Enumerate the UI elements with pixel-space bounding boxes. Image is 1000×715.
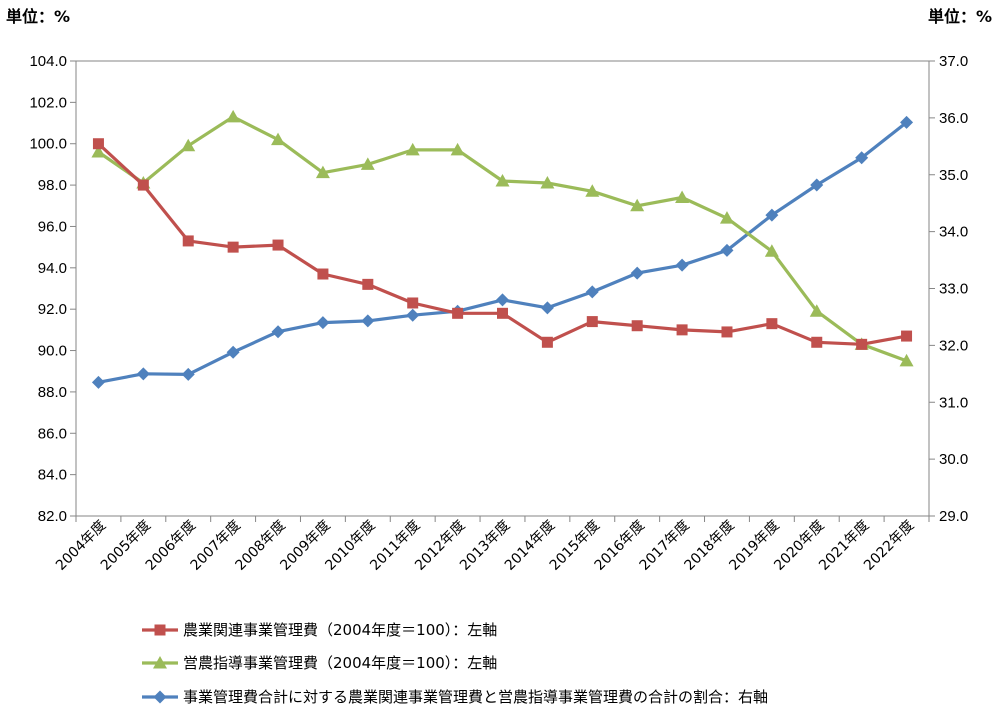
left-tick-label: 84.0 [38, 467, 67, 484]
legend-marker [153, 690, 167, 704]
data-point [764, 244, 779, 257]
right-tick-label: 36.0 [939, 110, 968, 127]
legend-marker [153, 656, 167, 669]
left-tick-label: 100.0 [29, 136, 67, 153]
data-point [227, 241, 239, 253]
data-point [540, 301, 554, 315]
left-axis-ticks: 82.0 84.0 86.0 88.0 90.0 92.0 94.0 96.0 98.0 100.… [29, 53, 76, 525]
data-point [810, 178, 824, 192]
data-point [719, 211, 734, 224]
data-point [362, 278, 374, 290]
left-unit-label: 単位：% [6, 7, 70, 26]
right-tick-label: 35.0 [939, 167, 968, 184]
data-point [181, 138, 196, 152]
data-point [317, 268, 329, 280]
data-point [766, 318, 778, 330]
data-point [856, 338, 868, 350]
data-point [316, 316, 330, 330]
left-tick-label: 86.0 [38, 425, 67, 442]
data-point [91, 145, 106, 158]
data-point [361, 314, 375, 328]
right-tick-label: 33.0 [939, 281, 968, 298]
left-tick-label: 92.0 [38, 301, 67, 318]
data-point [92, 138, 104, 150]
data-point [586, 316, 598, 328]
data-point [855, 151, 869, 165]
data-point [630, 198, 645, 212]
data-point [675, 190, 690, 203]
legend-label: 営農指導事業管理費（2004年度＝100）：左軸 [183, 654, 497, 672]
data-point [405, 142, 420, 156]
left-tick-label: 96.0 [38, 218, 67, 235]
legend-marker [154, 624, 166, 636]
left-tick-label: 104.0 [29, 53, 67, 70]
legend-label: 農業関連事業管理費（2004年度＝100）：左軸 [183, 621, 497, 639]
data-point [811, 336, 823, 348]
left-tick-label: 94.0 [38, 260, 67, 277]
data-point [137, 179, 149, 191]
right-tick-label: 30.0 [939, 451, 968, 468]
data-point [272, 239, 284, 251]
data-point [136, 367, 150, 381]
left-tick-label: 98.0 [38, 177, 67, 194]
data-point [809, 304, 824, 317]
right-tick-label: 31.0 [939, 394, 968, 411]
data-point [540, 176, 555, 189]
data-point [452, 307, 464, 319]
chart-legend: 農業関連事業管理費（2004年度＝100）：左軸営農指導事業管理費（2004年度… [142, 621, 768, 706]
data-point [721, 326, 733, 338]
data-point [182, 235, 194, 247]
data-point [630, 266, 644, 280]
right-tick-label: 37.0 [939, 53, 968, 70]
data-point [181, 367, 195, 381]
right-tick-label: 34.0 [939, 224, 968, 241]
series-3 [91, 115, 914, 389]
data-point [407, 297, 419, 309]
data-point [226, 345, 240, 359]
data-point [901, 330, 913, 342]
left-tick-label: 102.0 [29, 94, 67, 111]
data-point [899, 353, 914, 367]
data-point [450, 142, 465, 156]
data-point [676, 324, 688, 336]
data-point [900, 115, 914, 129]
data-point [406, 308, 420, 322]
data-point [360, 157, 375, 170]
series-line [97, 115, 908, 363]
series-line [98, 121, 908, 384]
data-point [315, 165, 330, 179]
data-point [585, 184, 600, 197]
legend-label: 事業管理費合計に対する農業関連事業管理費と営農指導事業管理費の合計の割合：右軸 [183, 688, 768, 706]
right-unit-label: 単位：% [928, 7, 992, 26]
data-point [631, 320, 643, 332]
data-point [496, 293, 509, 307]
data-point [497, 307, 508, 319]
data-point [91, 375, 105, 389]
x-axis-labels: 2004年度2005年度2006年度2007年度2008年度2009年度2010… [53, 516, 930, 574]
data-point [720, 243, 734, 257]
right-axis-ticks: 29.0 30.0 31.0 32.0 33.0 34.0 35.0 36.0 37.0 [929, 53, 968, 525]
series-2 [91, 109, 914, 367]
data-point [271, 325, 285, 339]
chart-series [91, 109, 914, 389]
left-tick-label: 90.0 [38, 343, 67, 360]
data-point [675, 258, 689, 272]
right-tick-label: 32.0 [939, 337, 968, 354]
data-point [226, 109, 241, 123]
data-point [495, 173, 510, 187]
right-tick-label: 29.0 [939, 508, 968, 525]
data-point [585, 285, 599, 299]
data-point [541, 336, 553, 348]
series-1 [92, 138, 913, 350]
data-point [765, 208, 779, 222]
data-point [271, 132, 286, 146]
left-tick-label: 82.0 [38, 508, 67, 525]
left-tick-label: 88.0 [38, 384, 67, 401]
